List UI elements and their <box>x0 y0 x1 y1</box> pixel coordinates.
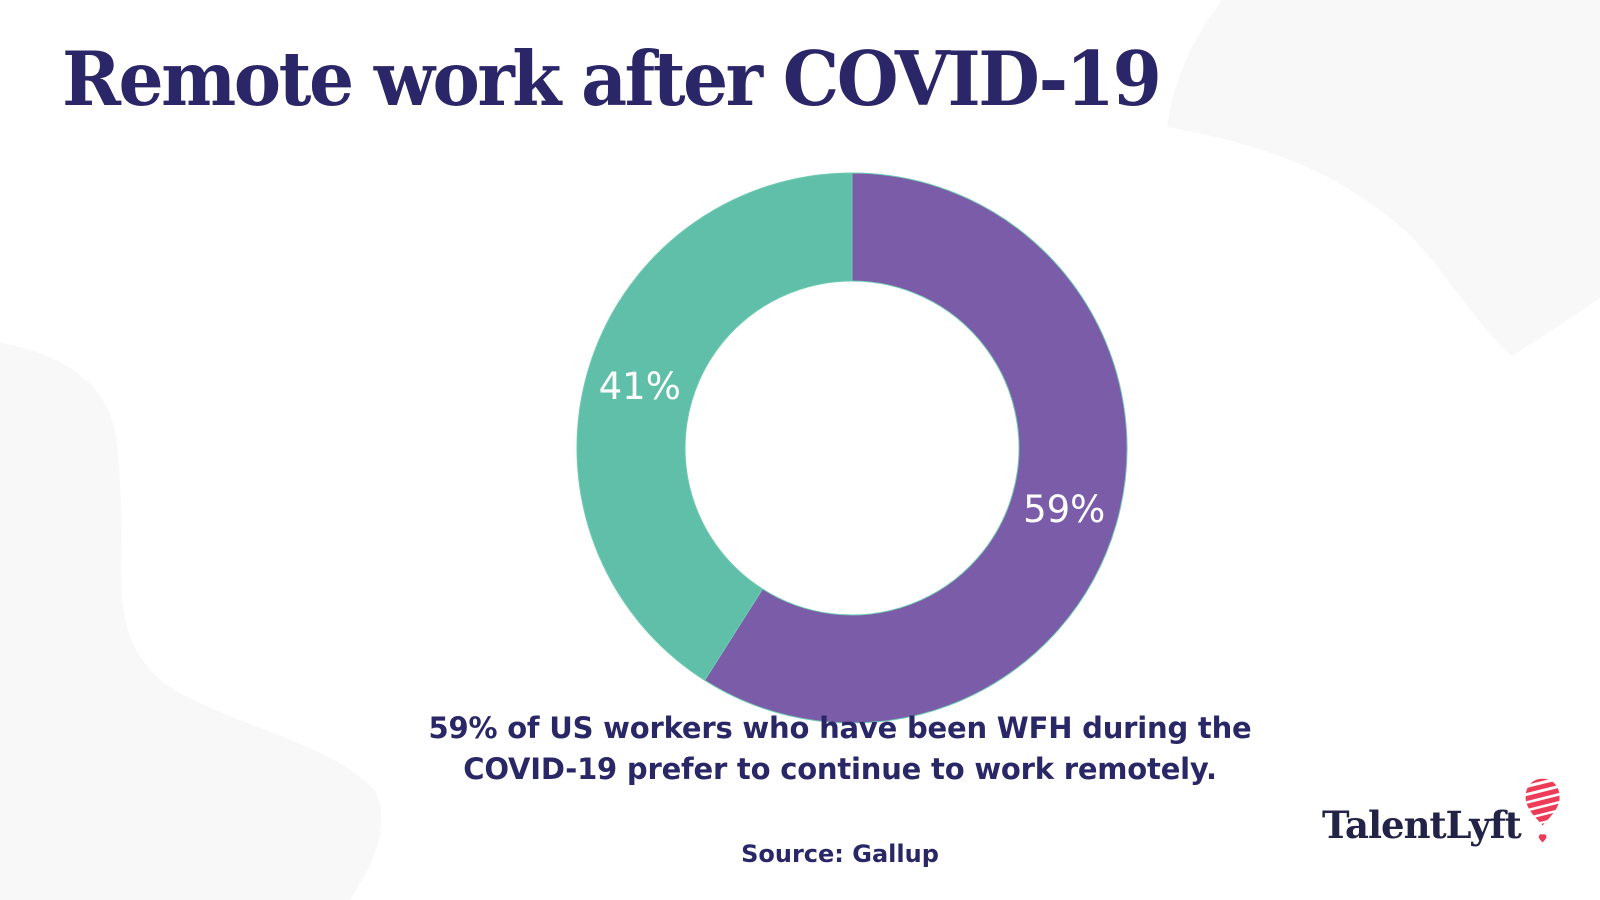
background-blob-top-right <box>1167 0 1600 356</box>
caption-line-1: 59% of US workers who have been WFH duri… <box>428 711 1252 745</box>
donut-segment-59% <box>703 172 1128 724</box>
caption-line-2: COVID-19 prefer to continue to work remo… <box>463 752 1217 786</box>
chart-caption: 59% of US workers who have been WFH duri… <box>200 708 1480 790</box>
donut-chart: 59% 41% <box>572 168 1132 728</box>
talentlyft-logo-text: TalentLyft <box>1322 803 1522 847</box>
segment-label: 41% <box>599 365 681 408</box>
page-title: Remote work after COVID-19 <box>62 34 1162 124</box>
donut-chart-svg: 59% 41% <box>576 172 1128 724</box>
hot-air-balloon-icon <box>1525 778 1560 843</box>
donut-segment-41% <box>576 172 853 681</box>
talentlyft-logo: TalentLyft <box>1322 762 1562 852</box>
background-blob-bottom-left <box>0 343 382 900</box>
source-note: Source: Gallup <box>741 840 939 868</box>
segment-label: 59% <box>1023 488 1105 531</box>
